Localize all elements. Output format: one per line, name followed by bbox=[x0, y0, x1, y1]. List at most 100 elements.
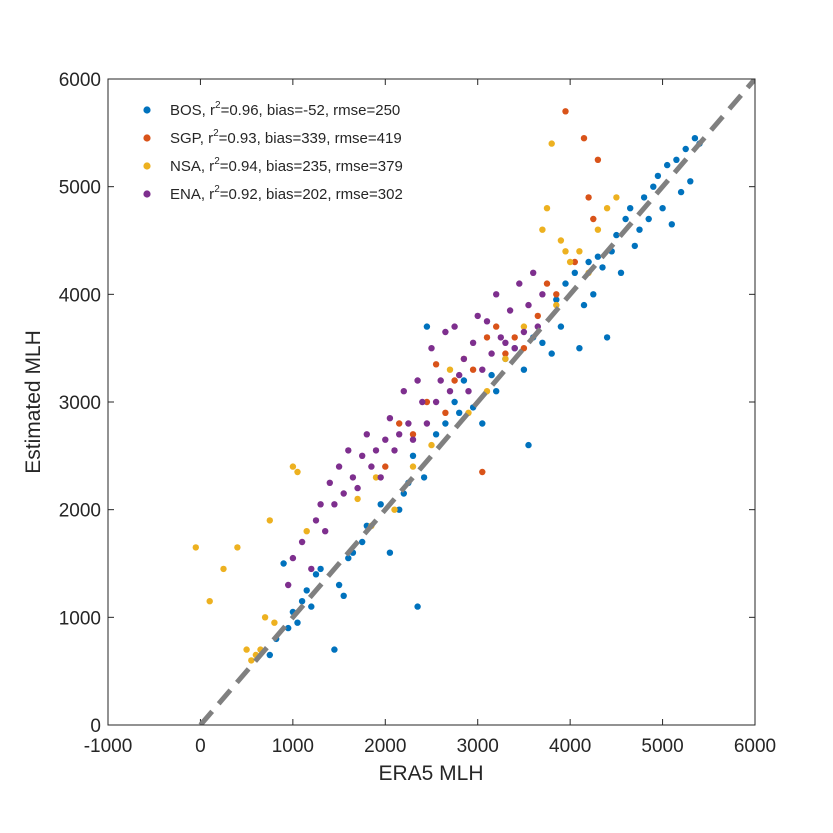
point-bos bbox=[631, 242, 638, 250]
point-ena bbox=[414, 377, 421, 384]
point-ena bbox=[354, 484, 361, 492]
point-sgp bbox=[483, 334, 491, 341]
point-bos bbox=[493, 388, 500, 395]
plot-background bbox=[108, 79, 755, 725]
point-ena bbox=[525, 301, 532, 309]
point-ena bbox=[539, 291, 546, 298]
point-ena bbox=[322, 528, 329, 535]
legend-label-main: NSA, r bbox=[170, 158, 214, 175]
point-ena bbox=[497, 334, 504, 341]
point-ena bbox=[446, 388, 454, 395]
point-ena bbox=[368, 463, 375, 470]
point-nsa bbox=[266, 517, 273, 524]
point-bos bbox=[645, 215, 652, 223]
legend-label-stats: =0.94, bias=235, rmse=379 bbox=[220, 158, 403, 175]
point-sgp bbox=[511, 334, 518, 341]
point-nsa bbox=[220, 565, 227, 573]
x-tick-label: 0 bbox=[195, 736, 206, 757]
point-ena bbox=[335, 463, 343, 470]
point-sgp bbox=[493, 323, 500, 330]
point-nsa bbox=[294, 468, 301, 476]
point-ena bbox=[506, 307, 514, 314]
point-ena bbox=[396, 431, 403, 438]
point-ena bbox=[363, 431, 370, 438]
legend-label-main: BOS, r bbox=[170, 102, 215, 119]
point-nsa bbox=[566, 258, 574, 266]
point-ena bbox=[308, 565, 315, 573]
point-bos bbox=[557, 323, 565, 330]
legend-label-main: SGP, r bbox=[170, 130, 213, 147]
legend-label: BOS, r2=0.96, bias=-52, rmse=250 bbox=[170, 100, 400, 119]
point-bos bbox=[340, 592, 347, 599]
point-nsa bbox=[248, 657, 255, 664]
plot-frame bbox=[107, 78, 756, 726]
point-ena bbox=[285, 581, 292, 589]
point-bos bbox=[298, 598, 306, 605]
point-bos bbox=[659, 205, 666, 212]
point-bos bbox=[423, 323, 431, 330]
legend-label: SGP, r2=0.93, bias=339, rmse=419 bbox=[170, 128, 402, 147]
x-tick-label: 6000 bbox=[734, 736, 776, 757]
point-sgp bbox=[502, 350, 509, 357]
point-ena bbox=[289, 554, 297, 562]
point-ena bbox=[331, 501, 338, 508]
point-bos bbox=[479, 420, 486, 427]
point-sgp bbox=[409, 431, 417, 438]
point-nsa bbox=[502, 355, 509, 363]
point-bos bbox=[266, 651, 273, 659]
y-tick-label: 2000 bbox=[59, 501, 101, 522]
point-bos bbox=[317, 565, 324, 573]
legend-item-nsa: NSA, r2=0.94, bias=235, rmse=379 bbox=[143, 156, 403, 175]
y-tick-label: 1000 bbox=[59, 608, 101, 629]
point-ena bbox=[317, 501, 324, 508]
point-ena bbox=[345, 447, 352, 454]
point-nsa bbox=[539, 226, 546, 233]
y-tick-label: 3000 bbox=[59, 393, 101, 414]
point-ena bbox=[377, 474, 384, 481]
point-sgp bbox=[469, 366, 477, 373]
legend-label-stats: =0.92, bias=202, rmse=302 bbox=[220, 186, 403, 203]
point-bos bbox=[442, 420, 449, 427]
legend-label-superscript: 2 bbox=[215, 100, 221, 111]
point-nsa bbox=[548, 140, 555, 147]
point-nsa bbox=[391, 506, 398, 513]
point-nsa bbox=[613, 194, 620, 201]
point-bos bbox=[553, 296, 560, 303]
point-bos bbox=[580, 301, 588, 309]
x-tick-label: 5000 bbox=[641, 736, 683, 757]
point-ena bbox=[405, 420, 412, 427]
point-bos bbox=[548, 350, 555, 357]
point-bos bbox=[585, 258, 592, 266]
point-sgp bbox=[585, 194, 592, 201]
point-ena bbox=[479, 366, 486, 373]
point-ena bbox=[312, 517, 320, 524]
point-bos bbox=[308, 603, 315, 610]
point-bos bbox=[599, 264, 606, 271]
legend-label-stats: =0.96, bias=-52, rmse=250 bbox=[221, 102, 401, 119]
point-nsa bbox=[603, 205, 611, 212]
legend-item-bos: BOS, r2=0.96, bias=-52, rmse=250 bbox=[143, 100, 400, 119]
point-ena bbox=[400, 388, 407, 395]
point-nsa bbox=[206, 598, 213, 605]
point-nsa bbox=[261, 614, 269, 621]
series-sgp bbox=[382, 108, 602, 476]
y-tick-label: 0 bbox=[90, 716, 101, 737]
point-bos bbox=[456, 409, 463, 416]
point-nsa bbox=[553, 301, 560, 309]
point-bos bbox=[377, 501, 384, 508]
point-bos bbox=[432, 431, 440, 438]
point-ena bbox=[419, 398, 426, 406]
point-bos bbox=[677, 188, 685, 196]
legend-label-superscript: 2 bbox=[213, 128, 219, 139]
point-bos bbox=[664, 161, 671, 169]
point-nsa bbox=[409, 463, 417, 470]
point-bos bbox=[617, 269, 625, 276]
point-ena bbox=[460, 355, 468, 363]
point-ena bbox=[298, 538, 306, 546]
point-ena bbox=[372, 447, 380, 454]
point-nsa bbox=[446, 366, 454, 373]
point-bos bbox=[590, 291, 597, 298]
point-ena bbox=[474, 312, 481, 320]
point-bos bbox=[303, 587, 310, 594]
